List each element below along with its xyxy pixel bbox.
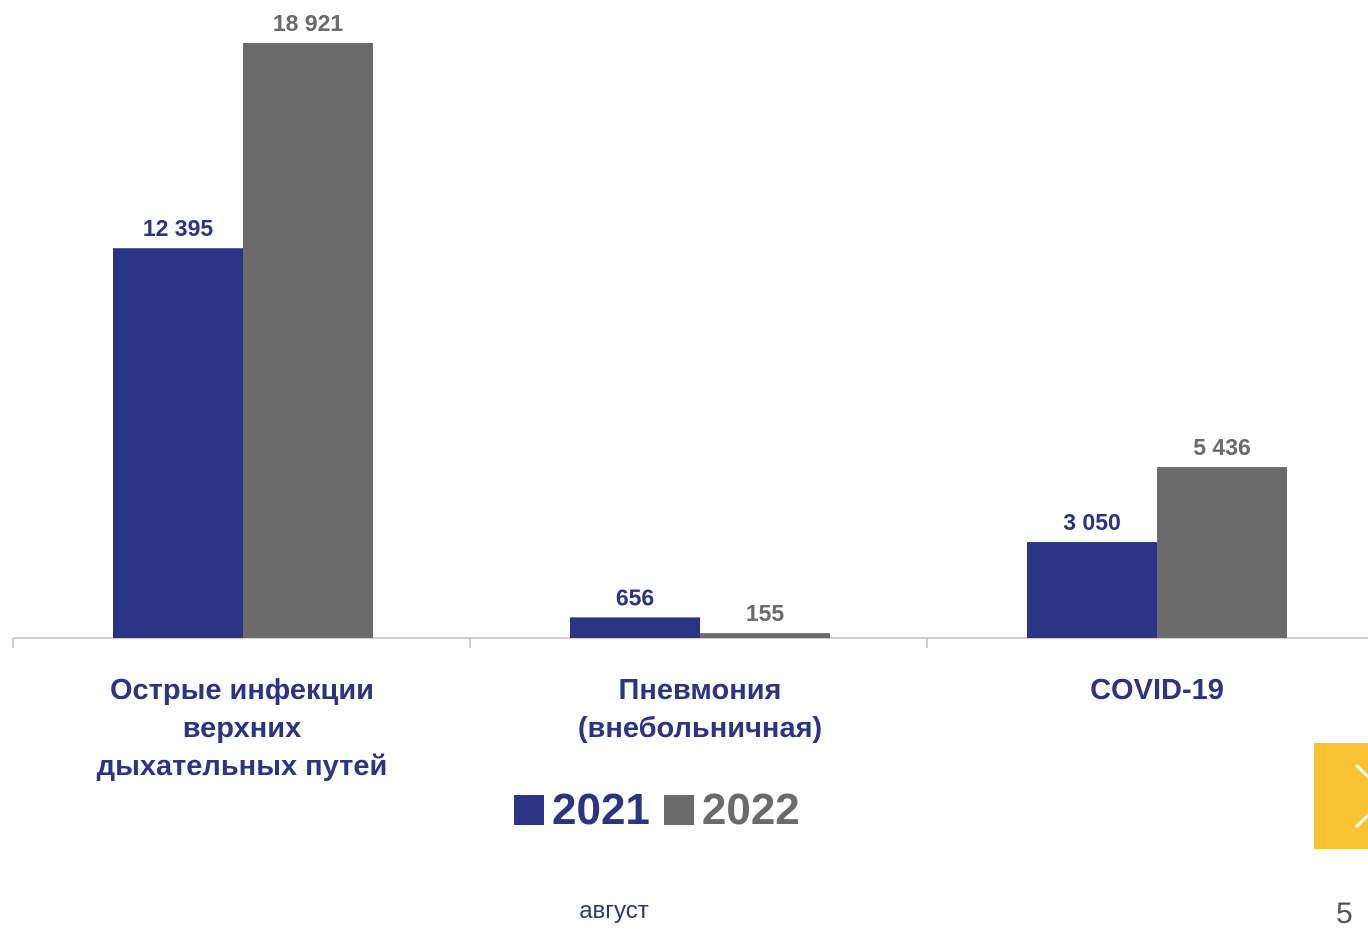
bar-2021-covid: [1027, 542, 1157, 638]
legend: 2021 2022: [514, 782, 814, 838]
chevron-right-icon: [1354, 763, 1368, 829]
category-label-pneumonia: Пневмония (внебольничная): [577, 674, 823, 744]
legend-item-2021: 2021: [514, 785, 650, 835]
bar-2021-upper-respiratory: [113, 248, 243, 638]
category-label-covid: COVID-19: [1090, 674, 1224, 706]
data-label-2022-pneumonia: 155: [746, 600, 785, 626]
legend-label-2022: 2022: [701, 785, 800, 834]
bar-2022-pneumonia: [700, 633, 830, 638]
legend-label-2021: 2021: [552, 785, 650, 834]
bar-2021-pneumonia: [570, 617, 700, 638]
bar-2022-covid: [1157, 467, 1287, 638]
month-label: август: [579, 897, 649, 924]
page-number: 5: [1336, 897, 1353, 930]
data-label-2021-upper-respiratory: 12 395: [143, 215, 214, 241]
legend-swatch-2022: [663, 795, 694, 825]
category-label-upper-respiratory: Острые инфекции верхних дыхательных путе…: [96, 674, 388, 782]
data-label-2021-pneumonia: 656: [616, 584, 654, 610]
data-label-2021-covid: 3 050: [1063, 509, 1121, 535]
legend-item-2022: 2022: [663, 785, 800, 835]
bar-2022-upper-respiratory: [243, 43, 373, 638]
data-label-2022-covid: 5 436: [1193, 434, 1251, 460]
legend-swatch-2021: [514, 795, 544, 825]
next-slide-button[interactable]: [1314, 743, 1368, 849]
data-label-2022-upper-respiratory: 18 921: [273, 10, 344, 36]
